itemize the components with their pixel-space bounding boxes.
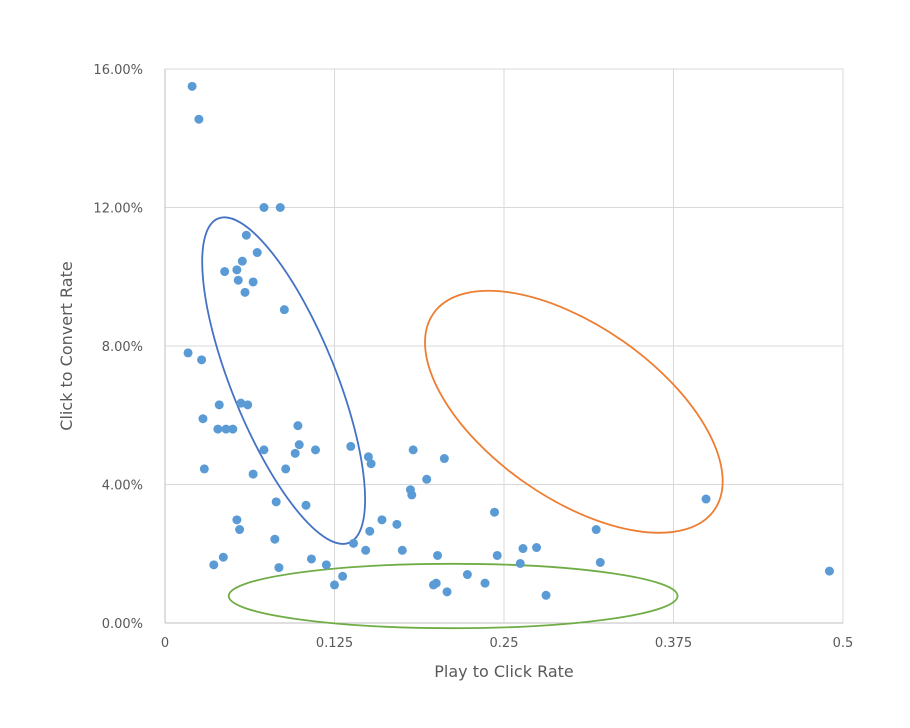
data-point: [301, 500, 311, 510]
data-point: [433, 550, 443, 560]
data-point: [431, 578, 441, 588]
data-point: [213, 424, 223, 434]
y-tick-label: 12.00%: [93, 202, 143, 217]
data-points: [183, 81, 834, 600]
x-tick-label: 0.375: [655, 636, 692, 651]
annotation-ellipse: [424, 289, 724, 534]
data-point: [183, 348, 193, 358]
data-point: [197, 355, 207, 365]
data-point: [422, 474, 432, 484]
data-point: [361, 545, 371, 555]
data-point: [532, 543, 542, 553]
data-point: [442, 587, 452, 597]
data-point: [237, 256, 247, 266]
annotation-ellipse: [227, 562, 679, 630]
data-point: [232, 265, 242, 275]
tick-labels: 0.00% 4.00% 8.00% 12.00% 16.00% 0 0.125 0.25 0.3…: [93, 63, 853, 651]
data-point: [228, 424, 238, 434]
x-tick-label: 0.25: [490, 636, 519, 651]
data-point: [701, 494, 711, 504]
data-point: [271, 497, 281, 507]
data-point: [363, 452, 373, 462]
data-point: [279, 305, 289, 315]
x-axis-title: Play to Click Rate: [434, 662, 574, 681]
data-point: [275, 203, 285, 212]
data-point: [330, 580, 339, 590]
x-tick-label: 0.5: [833, 636, 854, 651]
data-point: [462, 570, 472, 580]
data-point: [274, 563, 284, 573]
data-point: [235, 525, 245, 535]
data-point: [199, 464, 209, 474]
data-point: [198, 414, 208, 424]
grid-lines: [165, 68, 844, 623]
data-point: [366, 459, 376, 469]
data-point: [252, 248, 262, 258]
data-point: [311, 445, 321, 455]
data-point: [492, 550, 502, 560]
annotation-ellipse: [201, 216, 366, 545]
data-point: [338, 571, 348, 581]
data-point: [248, 277, 258, 287]
data-point: [439, 454, 449, 464]
data-point: [408, 445, 418, 455]
y-tick-label: 8.00%: [102, 340, 143, 355]
data-point: [541, 590, 551, 600]
x-tick-label: 0: [161, 636, 169, 651]
data-point: [220, 267, 230, 277]
y-axis-title: Click to Convert Rate: [57, 261, 76, 430]
data-point: [270, 534, 280, 544]
data-point: [591, 525, 601, 535]
data-point: [236, 398, 246, 408]
data-point: [321, 560, 331, 570]
data-point: [346, 441, 356, 451]
data-point: [241, 230, 251, 240]
data-point: [397, 545, 407, 555]
y-tick-label: 16.00%: [93, 63, 143, 78]
data-point: [824, 566, 834, 576]
data-point: [595, 557, 605, 567]
data-point: [293, 421, 303, 431]
data-point: [194, 114, 204, 124]
data-point: [233, 275, 243, 285]
data-point: [218, 552, 228, 562]
data-point: [240, 287, 250, 297]
data-point: [490, 507, 500, 517]
data-point: [377, 515, 387, 525]
y-tick-label: 4.00%: [102, 479, 143, 494]
data-point: [392, 519, 402, 529]
data-point: [243, 400, 253, 410]
data-point: [281, 464, 291, 474]
data-point: [407, 490, 417, 500]
data-point: [232, 515, 242, 525]
data-point: [187, 81, 197, 91]
data-point: [214, 400, 224, 410]
data-point: [290, 448, 300, 458]
annotation-ellipses: [201, 216, 724, 630]
data-point: [365, 526, 375, 536]
data-point: [515, 558, 525, 568]
axes: [164, 69, 843, 624]
data-point: [259, 445, 269, 455]
x-tick-label: 0.125: [316, 636, 353, 651]
data-point: [306, 554, 316, 564]
data-point: [221, 424, 231, 434]
data-point: [259, 203, 269, 212]
data-point: [294, 440, 304, 450]
data-point: [348, 538, 358, 548]
y-tick-label: 0.00%: [102, 617, 143, 632]
data-point: [480, 578, 490, 588]
data-point: [248, 469, 258, 479]
data-point: [518, 544, 528, 554]
data-point: [209, 560, 219, 570]
